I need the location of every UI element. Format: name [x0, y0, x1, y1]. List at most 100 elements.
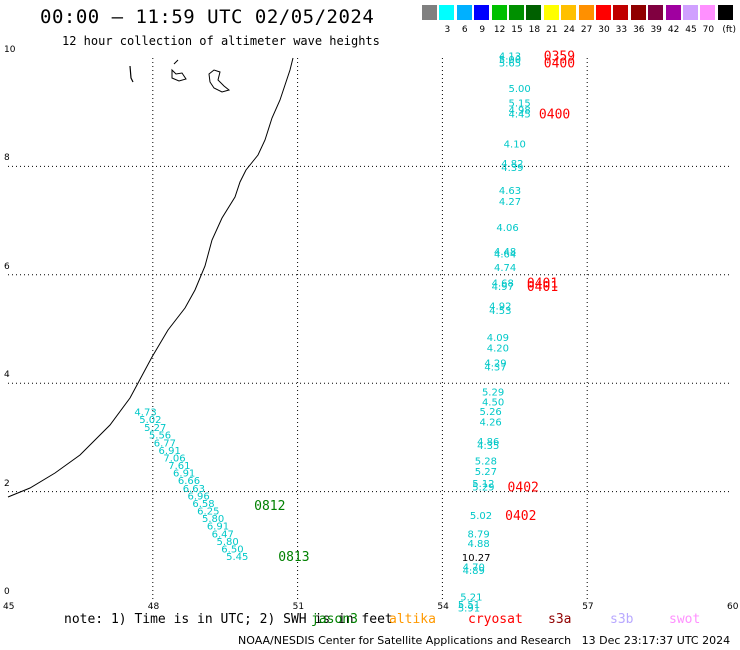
swh-value-label: 6.96 — [188, 491, 210, 502]
color-scale-swatch — [700, 5, 716, 20]
color-scale-label: 6 — [461, 25, 468, 35]
swh-value-label: 6.91 — [207, 522, 229, 533]
color-scale-label: 9 — [479, 25, 486, 35]
swh-value-label: 6.63 — [183, 484, 205, 495]
color-scale-label: 30 — [598, 25, 610, 35]
swh-value-label: 4.68 — [492, 278, 514, 289]
swh-value-label: 4.97 — [492, 282, 514, 293]
swh-value-label: 4.82 — [501, 159, 523, 170]
y-tick-label: 4 — [4, 370, 10, 381]
swh-value-label: 5.02 — [470, 511, 492, 522]
chart-subtitle: 12 hour collection of altimeter wave hei… — [62, 34, 380, 48]
island-outline — [171, 59, 187, 82]
swh-value-label: 5.15 — [508, 98, 530, 109]
y-tick-label: 2 — [4, 478, 10, 489]
swh-value-label: 4.37 — [484, 362, 506, 373]
swh-value-label: 4.10 — [504, 140, 526, 151]
y-tick-label: 6 — [4, 261, 10, 272]
color-scale-swatch — [439, 5, 455, 20]
color-scale-label: 15 — [511, 25, 523, 35]
swh-value-label: 4.26 — [480, 418, 502, 429]
swh-value-label: 5.00 — [499, 55, 521, 66]
swh-value-label: 4.53 — [489, 306, 511, 317]
swh-value-label: 6.66 — [178, 476, 200, 487]
pass-time-label: 0402 — [508, 481, 539, 496]
x-tick-label: 60 — [727, 602, 739, 612]
chart-title: 00:00 – 11:59 UTC 02/05/2024 — [40, 6, 375, 28]
island-outline — [208, 69, 231, 93]
color-scale-swatch — [491, 5, 507, 20]
swh-value-label: 7.06 — [163, 453, 185, 464]
color-scale-swatch — [665, 5, 681, 20]
color-scale-label: 39 — [650, 25, 662, 35]
color-scale-swatch — [613, 5, 629, 20]
swh-value-label: 6.77 — [154, 438, 176, 449]
color-scale-label: 12 — [493, 25, 506, 35]
swh-value-label: 5.91 — [458, 604, 480, 615]
island-outline — [129, 65, 134, 83]
footer-note: note: 1) Time is in UTC; 2) SWH is in fe… — [64, 612, 393, 627]
satellite-legend-altika: altika — [389, 612, 436, 627]
color-scale-swatch — [596, 5, 611, 20]
swh-value-label: 4.39 — [501, 163, 523, 174]
pass-time-label: 0401 — [527, 276, 558, 291]
swh-value-label: 4.88 — [467, 539, 489, 550]
swh-value-label: 4.89 — [463, 566, 485, 577]
color-scale-label: 70 — [702, 25, 715, 35]
swh-value-label: 6.58 — [192, 499, 214, 510]
color-scale-swatch — [526, 5, 542, 20]
swh-value-label: 5.80 — [216, 537, 238, 548]
pass-time-label: 0813 — [278, 550, 309, 565]
swh-value-label: 5.65 — [499, 58, 521, 69]
y-tick-label: 0 — [4, 587, 10, 597]
swh-value-label: 4.50 — [482, 398, 504, 409]
swh-value-label: 4.45 — [508, 109, 530, 120]
x-tick-label: 45 — [3, 602, 15, 612]
swh-value-label: 8.79 — [467, 529, 489, 540]
satellite-legend-cryosat: cryosat — [468, 612, 523, 627]
swh-value-label: 4.27 — [499, 197, 521, 208]
y-tick-label: 10 — [4, 45, 16, 55]
color-scale-swatch — [561, 5, 577, 20]
satellite-legend-s3b: s3b — [610, 612, 634, 627]
color-scale-label: 18 — [528, 25, 541, 35]
pass-time-label: 0812 — [254, 499, 285, 514]
color-scale-label: 24 — [563, 25, 575, 35]
color-scale-swatch — [474, 5, 490, 20]
swh-value-label: 4.86 — [477, 437, 499, 448]
footer-credit: NOAA/NESDIS Center for Satellite Applica… — [238, 634, 731, 647]
swh-value-label: 5.21 — [460, 593, 482, 604]
x-tick-label: 57 — [582, 602, 594, 612]
swh-value-label: 4.73 — [134, 407, 156, 418]
pass-time-label: 0359 — [544, 49, 575, 64]
color-scale-label: 33 — [615, 25, 628, 35]
swh-value-label: 5.45 — [226, 552, 248, 563]
satellite-legend-s3a: s3a — [548, 612, 572, 627]
swh-value-label: 5.27 — [144, 423, 166, 434]
color-scale-swatch — [456, 5, 472, 20]
color-scale-label: 21 — [546, 25, 558, 35]
swh-value-label: 4.63 — [499, 186, 521, 197]
swh-value-label: 4.09 — [487, 333, 509, 344]
swh-value-label: 4.70 — [463, 562, 485, 573]
swh-value-label: 6.50 — [221, 545, 243, 556]
color-scale-label: 45 — [685, 25, 697, 35]
swh-value-label: 5.00 — [508, 84, 530, 95]
swh-value-label: 4.64 — [494, 250, 516, 261]
color-scale-swatch — [543, 5, 559, 20]
pass-time-label: 0400 — [539, 107, 570, 122]
swh-value-label: 4.35 — [477, 441, 499, 452]
color-scale-swatch — [683, 5, 698, 20]
swh-value-label: 6.91 — [173, 469, 195, 480]
pass-time-label: 0400 — [544, 56, 575, 71]
swh-value-label: 4.98 — [508, 105, 530, 116]
swh-value-label: 4.92 — [489, 302, 511, 313]
satellite-legend-swot: swot — [669, 612, 701, 627]
swh-value-label: 4.13 — [499, 51, 521, 62]
coastline — [7, 57, 294, 498]
color-scale-swatch — [578, 5, 594, 20]
swh-value-label: 6.25 — [197, 507, 219, 518]
color-scale-label: 42 — [667, 25, 680, 35]
swh-value-label: 5.29 — [472, 483, 494, 494]
